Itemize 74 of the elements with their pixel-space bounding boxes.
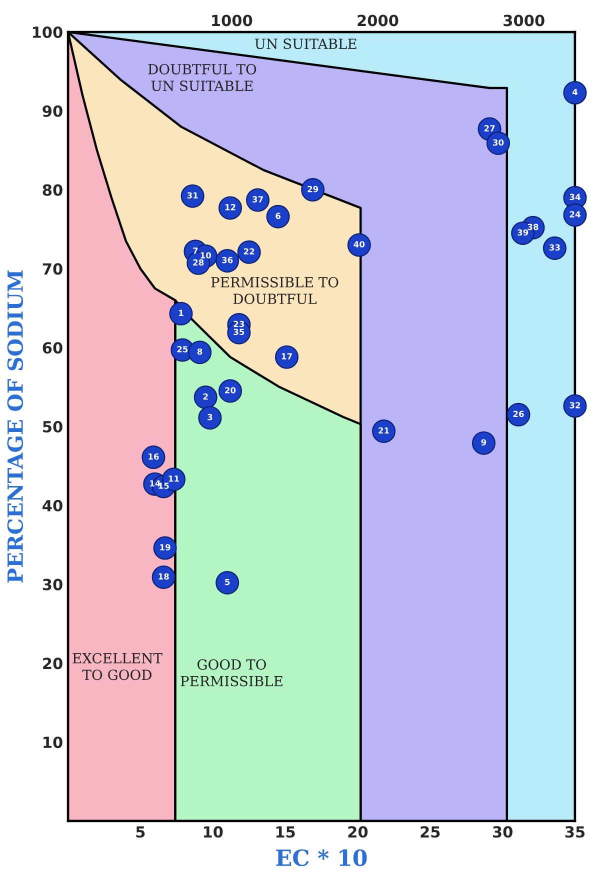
annotation: 28 [193, 259, 204, 266]
point [216, 570, 240, 594]
annotation: 9 [481, 439, 486, 446]
x-tick-label: 10 [204, 826, 223, 838]
series-label: EXCELLENT TO GOOD [72, 652, 162, 680]
annotation: 22 [244, 248, 254, 254]
annotation: 26 [513, 410, 524, 418]
annotation: 1 [179, 310, 184, 316]
y-tick-label: 40 [42, 500, 62, 512]
point [266, 204, 290, 228]
annotation: 27 [484, 125, 495, 132]
y-tick-label: 10 [44, 736, 62, 748]
annotation: 2 [203, 393, 208, 400]
annotation: 38 [528, 224, 538, 230]
annotation: 23 [234, 320, 244, 328]
annotation: 5 [225, 578, 230, 586]
x2-tick-label: 3000 [504, 14, 544, 26]
y-tick-label: 80 [42, 184, 62, 196]
annotation: 36 [222, 256, 233, 264]
annotation: 4 [572, 88, 578, 96]
annotation: 40 [354, 241, 365, 248]
annotation: 17 [282, 353, 292, 360]
annotation: 16 [148, 453, 159, 460]
x-tick-label: 30 [492, 826, 512, 838]
x-tick-label: 35 [565, 826, 585, 838]
annotation: 37 [252, 196, 263, 202]
annotation: 39 [518, 229, 528, 236]
annotation: 25 [177, 346, 188, 352]
point [198, 406, 222, 430]
y-tick-label: 20 [43, 658, 62, 670]
y-tick-label: 60 [42, 342, 62, 354]
annotation: 12 [225, 204, 236, 210]
point [188, 340, 212, 364]
annotation: 15 [158, 482, 169, 489]
annotation: 33 [549, 244, 560, 251]
x-tick-label: 15 [276, 826, 295, 838]
series-label: DOUBTFUL TO UN SUITABLE [148, 64, 256, 92]
annotation: 32 [570, 402, 580, 408]
annotation: 11 [168, 476, 179, 482]
annotation: 30 [492, 139, 504, 146]
x2-tick-label: 1000 [212, 14, 252, 26]
annotation: 6 [276, 212, 280, 220]
annotation: 21 [378, 427, 390, 434]
annotation: 20 [225, 387, 236, 394]
y-tick-label: 50 [43, 420, 62, 433]
x2-tick-label: 2000 [358, 14, 398, 26]
annotation: 31 [187, 192, 198, 199]
annotation: 24 [570, 211, 580, 218]
annotation: 34 [570, 194, 580, 200]
annotation: 3 [208, 414, 212, 420]
annotation: 18 [158, 573, 169, 580]
point [194, 386, 218, 410]
series-label: PERMISSIBLE TO DOUBTFUL [211, 276, 338, 304]
annotation: 14 [150, 480, 160, 486]
series-label: GOOD TO PERMISSIBLE [180, 659, 282, 686]
y-tick-label: 30 [42, 578, 62, 590]
y-tick-label: 100 [32, 26, 62, 38]
annotation: 29 [308, 186, 318, 192]
annotation: 19 [160, 544, 170, 550]
y-tick-label: 90 [42, 105, 62, 117]
series-label: UN SUITABLE [254, 38, 356, 50]
annotation: 7 [193, 248, 198, 254]
x-tick-label: 25 [420, 826, 440, 838]
annotation: 35 [234, 328, 244, 336]
point [472, 431, 496, 455]
x-tick-label: 5 [136, 826, 145, 838]
point [563, 81, 587, 105]
annotation: 8 [197, 348, 202, 355]
x-tick-label: 20 [348, 826, 368, 838]
y-tick-label: 70 [42, 263, 62, 275]
y-axis-title: PERCENTAGE OF SODIUM [7, 270, 24, 583]
x-axis-title: EC * 10 [276, 849, 367, 866]
annotation: 10 [200, 252, 212, 258]
point [169, 302, 193, 326]
